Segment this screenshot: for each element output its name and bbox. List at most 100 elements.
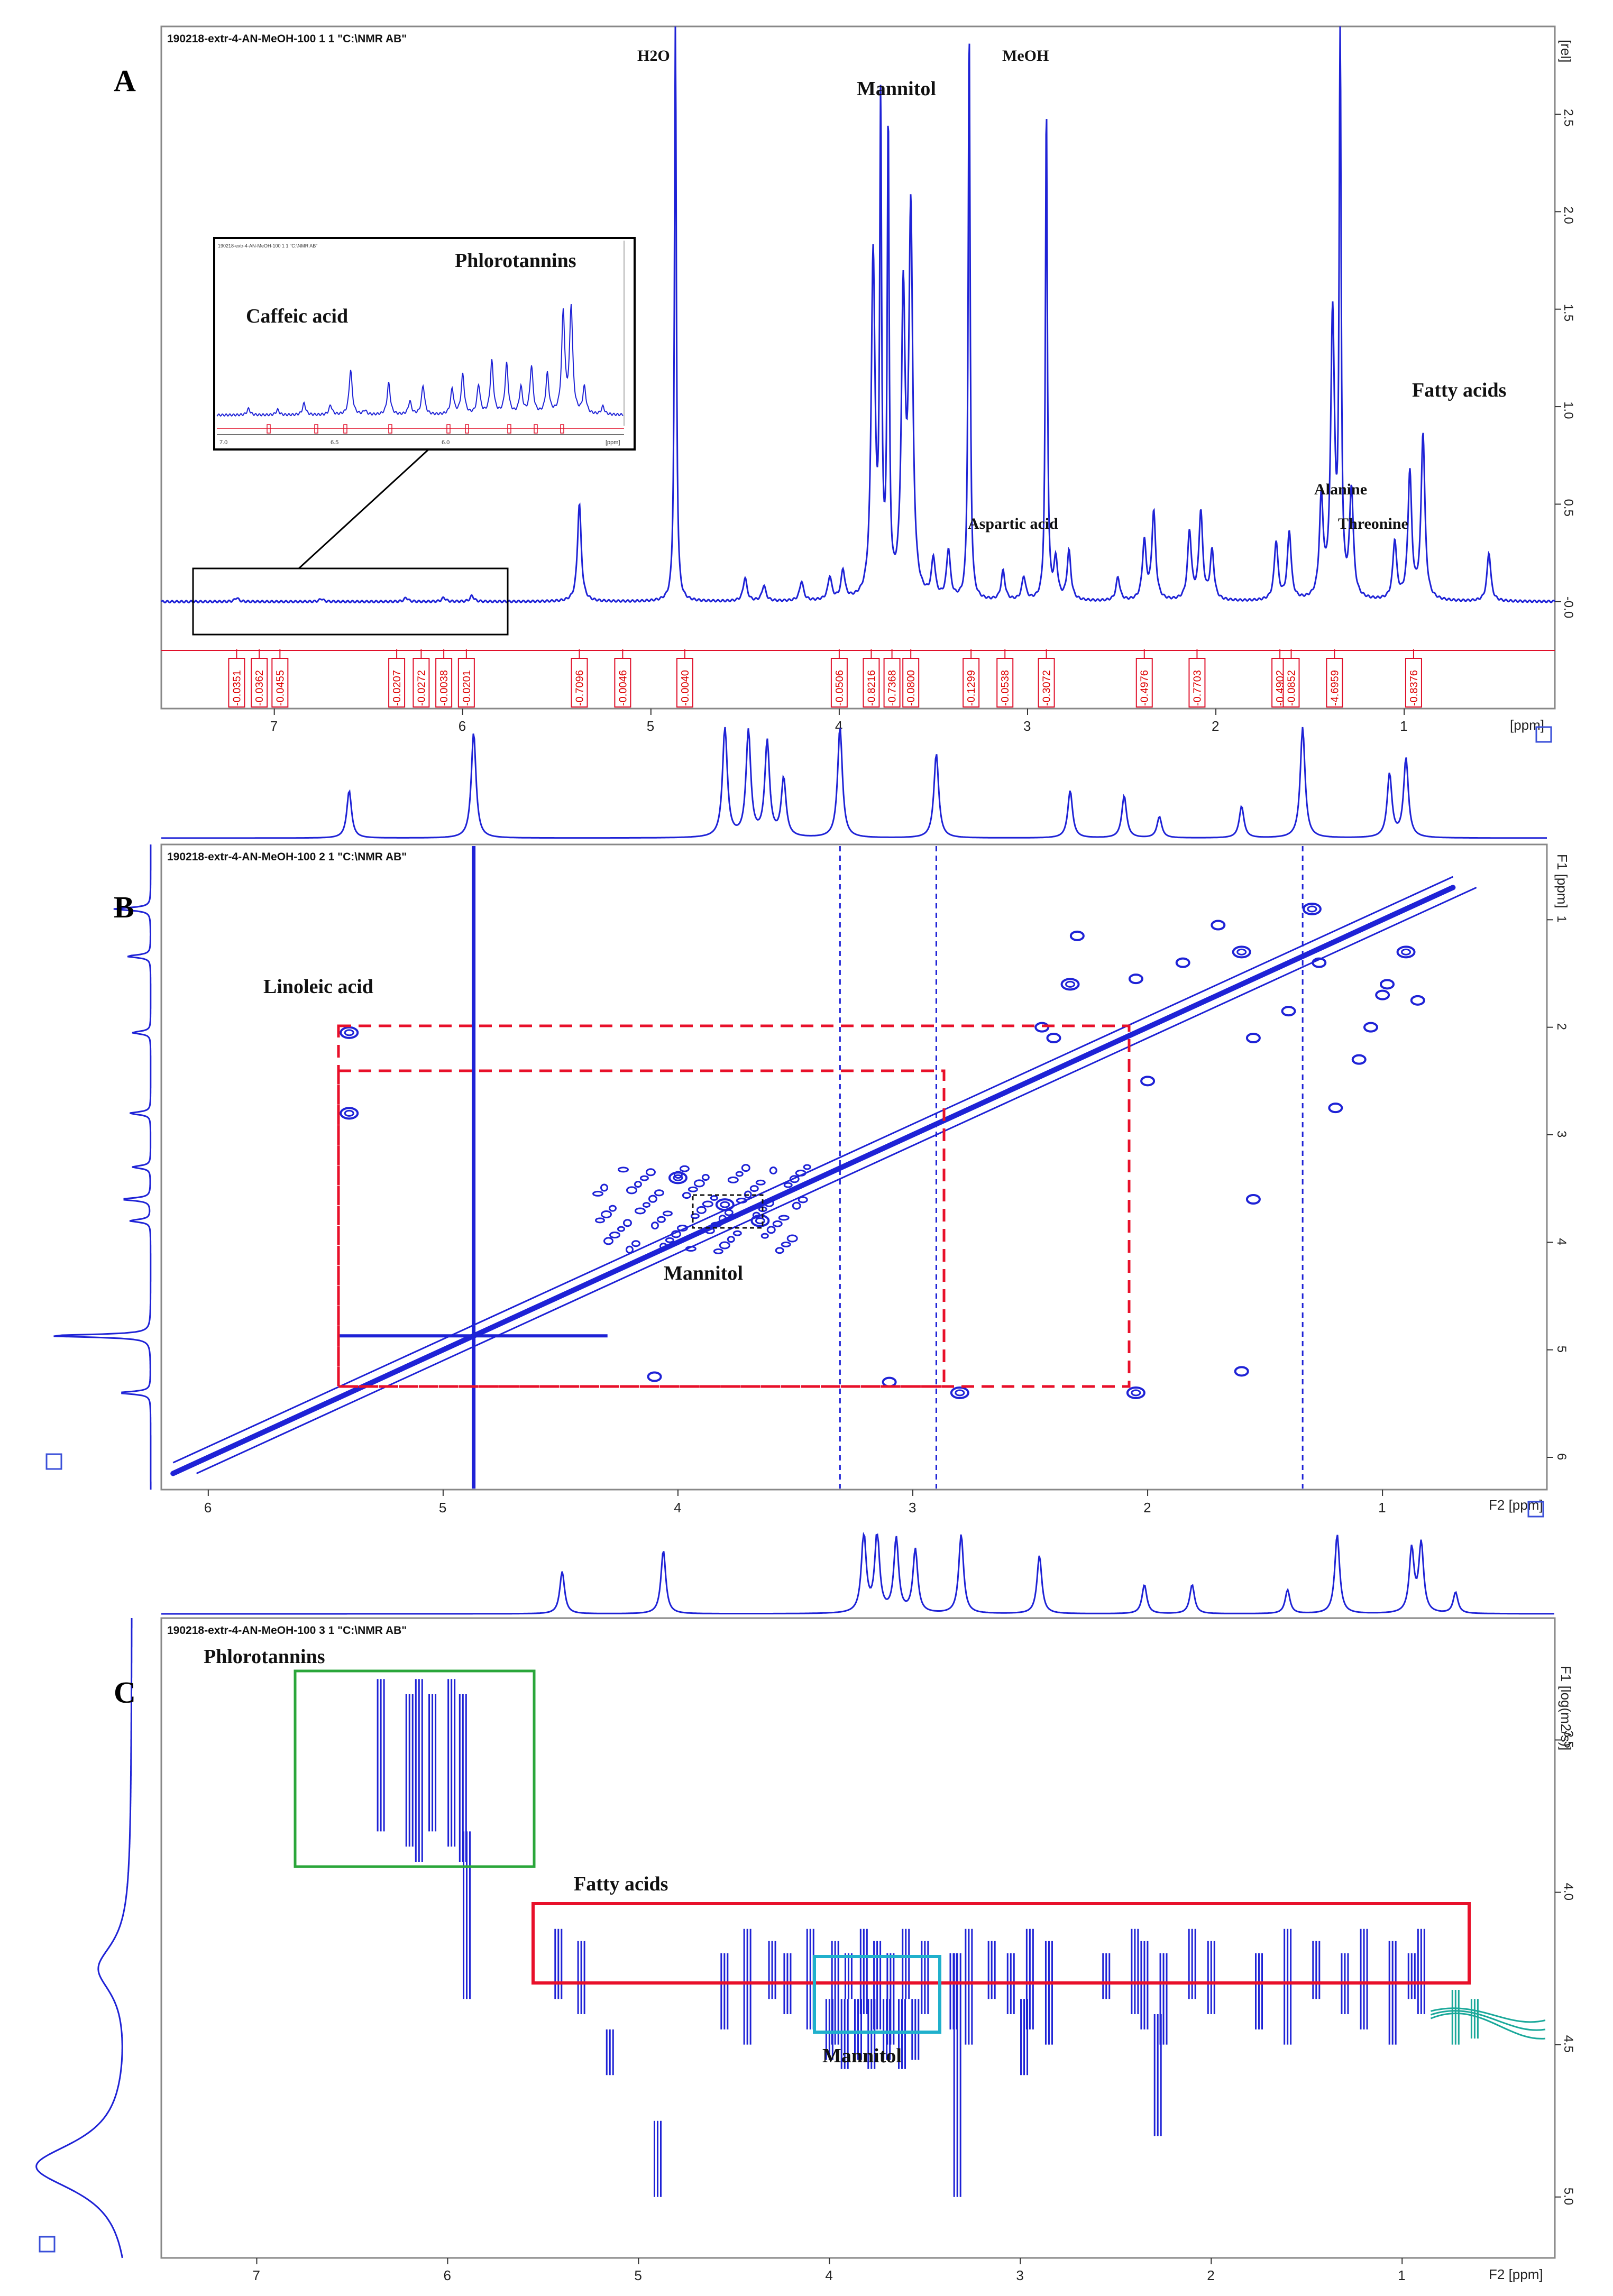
- fatty-acid-trace: [921, 1941, 929, 2015]
- cross-peak: [1211, 920, 1226, 931]
- inset-integral-mark: [534, 424, 538, 434]
- zoom-connector-line: [298, 439, 440, 570]
- cross-peak: [795, 1169, 806, 1177]
- cross-peak: [760, 1233, 769, 1239]
- zoom-region-box: [192, 567, 509, 636]
- integral-value: -0.0201: [461, 670, 473, 706]
- cross-peak: [625, 1245, 634, 1254]
- y-tick-label: 2.5: [1561, 109, 1575, 126]
- integral-value: -0.0362: [254, 670, 265, 706]
- cosy-box-inner: [337, 1069, 946, 1388]
- y-tick-label: 5: [1554, 1346, 1569, 1353]
- cross-peak: [1245, 1194, 1261, 1205]
- panel-a-frame: [160, 25, 1556, 710]
- panel-a-spectrum: [160, 26, 1556, 604]
- cross-peak: [724, 1209, 734, 1216]
- mannitol-trace: [840, 1999, 849, 2069]
- x-tick-label: 2: [1212, 718, 1219, 734]
- fatty-acid-trace: [577, 1941, 585, 2015]
- x-tick-label: 6: [443, 2267, 451, 2283]
- fatty-acid-trace: [554, 1928, 563, 1999]
- fatty-acid-trace: [743, 1928, 751, 2045]
- mannitol-trace: [898, 1999, 906, 2069]
- cross-peak: [690, 1213, 700, 1219]
- cross-peak-core: [1236, 948, 1247, 956]
- panel-c-frame: [160, 1617, 1556, 2259]
- phlorotannin-trace: [377, 1679, 385, 1832]
- inset-integral-mark: [314, 424, 318, 434]
- cross-peak: [1232, 945, 1251, 959]
- x-tick-label: 5: [647, 718, 654, 734]
- cosy-box-outer: [337, 1024, 1131, 1388]
- integral-value: -0.0207: [391, 670, 403, 706]
- cross-peak: [792, 1201, 801, 1210]
- cross-peak: [789, 1175, 800, 1183]
- cross-peak: [741, 1164, 750, 1172]
- integral-box: [388, 658, 406, 708]
- panel-a-letter: A: [114, 63, 136, 98]
- y-tick-label: 4.0: [1561, 1883, 1575, 1900]
- fatty-acid-trace: [1131, 1928, 1139, 2015]
- panel-b-left-projection: [53, 844, 152, 1490]
- panel-c-top-projection: [161, 1532, 1554, 1615]
- inset-integral-mark: [267, 424, 271, 434]
- dosy-mannitol-box: [813, 1955, 941, 2034]
- panel-a-header: 190218-extr-4-AN-MeOH-100 1 1 "C:\NMR AB…: [167, 33, 407, 45]
- cross-peak: [654, 1189, 664, 1197]
- y-tick-label: 1: [1554, 915, 1569, 922]
- panel-a-corner-icon: [1535, 726, 1552, 743]
- integral-box: [996, 658, 1014, 708]
- cross-peak: [647, 1371, 662, 1382]
- panel-c-dosy-traces: [377, 1679, 1546, 2197]
- cross-peak: [679, 1165, 690, 1172]
- cross-peak: [950, 1386, 969, 1399]
- cross-peak-core: [1131, 1389, 1141, 1397]
- fatty-acid-trace: [1312, 1941, 1321, 1999]
- x-tick-label: 2: [1207, 2267, 1214, 2283]
- cross-peak: [781, 1241, 791, 1247]
- panel-b-letter: B: [114, 890, 134, 924]
- panel-c-header: 190218-extr-4-AN-MeOH-100 3 1 "C:\NMR AB…: [167, 1624, 407, 1637]
- inset-integral-mark: [507, 424, 511, 434]
- fatty-acid-trace: [1188, 1928, 1196, 1999]
- label-mannitol-a: Mannitol: [857, 78, 936, 100]
- panel-b-contours: [170, 846, 1477, 1489]
- cross-peak: [662, 1210, 673, 1217]
- label-meoh: MeOH: [1002, 47, 1049, 65]
- integral-value: -0.4976: [1139, 670, 1151, 706]
- y-tick-label: 1.5: [1561, 304, 1575, 322]
- cross-peak: [682, 1192, 691, 1199]
- panel-b-frame: [160, 843, 1548, 1491]
- fatty-acid-trace: [902, 1928, 910, 1999]
- cross-peak-core: [1307, 905, 1317, 913]
- integral-value: -0.0538: [1000, 670, 1011, 706]
- cross-peak: [715, 1198, 735, 1211]
- cross-peak: [1128, 973, 1143, 985]
- cross-peak: [1234, 1366, 1249, 1377]
- cross-peak: [1126, 1386, 1145, 1399]
- integral-box: [435, 658, 453, 708]
- cross-peak: [642, 1202, 650, 1208]
- integral-box: [571, 658, 588, 708]
- integral-value: -0.0455: [274, 670, 286, 706]
- x-tick-label: 3: [1016, 2267, 1023, 2283]
- cross-peak: [340, 1026, 359, 1039]
- inset-integral-mark: [343, 424, 347, 434]
- integral-box: [271, 658, 289, 708]
- integral-value: -0.0272: [416, 670, 427, 706]
- cross-peak: [645, 1168, 656, 1177]
- x-tick-label: 1: [1378, 1500, 1386, 1516]
- fatty-acid-trace: [1388, 1941, 1397, 2045]
- cross-peak: [764, 1199, 774, 1207]
- cross-peak: [648, 1195, 657, 1203]
- cross-peak: [665, 1237, 674, 1243]
- inset-x-tick: [ppm]: [606, 439, 620, 446]
- x-tick-label: 1: [1400, 718, 1407, 734]
- panel-b-y-unit: F1 [ppm]: [1554, 854, 1570, 908]
- panel-c-left-icon: [39, 2236, 56, 2253]
- cross-peak: [622, 1219, 632, 1227]
- cross-peak: [736, 1197, 747, 1204]
- cross-peak: [701, 1174, 710, 1181]
- cross-peak: [882, 1376, 897, 1388]
- cross-peak: [749, 1185, 759, 1192]
